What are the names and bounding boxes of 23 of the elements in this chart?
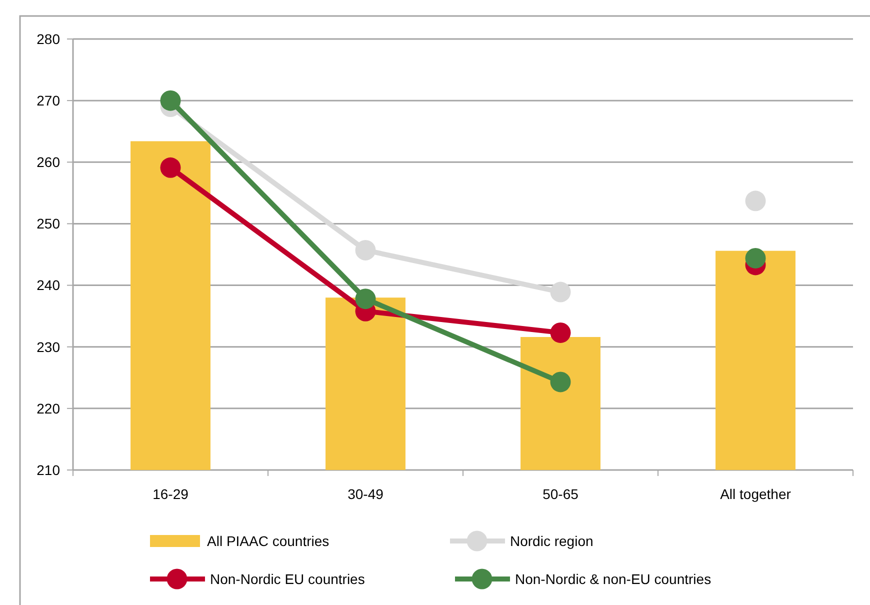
legend-label: Non-Nordic EU countries — [210, 570, 365, 587]
y-tick-label: 280 — [36, 30, 60, 47]
point — [550, 372, 571, 392]
legend-label: Nordic region — [510, 532, 594, 549]
y-tick-label: 230 — [36, 338, 60, 355]
legend-label: Non-Nordic & non-EU countries — [515, 570, 712, 587]
y-tick-label: 250 — [36, 216, 60, 232]
point — [160, 90, 181, 111]
x-tick-label: 16-29 — [152, 486, 189, 502]
x-tick-label: 30-49 — [348, 486, 384, 502]
point — [550, 322, 571, 343]
y-tick-label: 210 — [36, 462, 60, 478]
point — [550, 282, 571, 302]
point — [160, 157, 181, 178]
y-tick-label: 270 — [36, 92, 60, 108]
y-tick-label: 220 — [36, 400, 60, 416]
x-tick-label: 50-65 — [542, 486, 579, 502]
y-tick-label: 260 — [36, 154, 60, 170]
x-tick-label: All together — [720, 486, 792, 502]
point — [355, 288, 376, 310]
y-tick-label: 240 — [36, 277, 60, 294]
legend-label: All PIAAC countries — [207, 532, 330, 549]
point — [355, 240, 376, 260]
